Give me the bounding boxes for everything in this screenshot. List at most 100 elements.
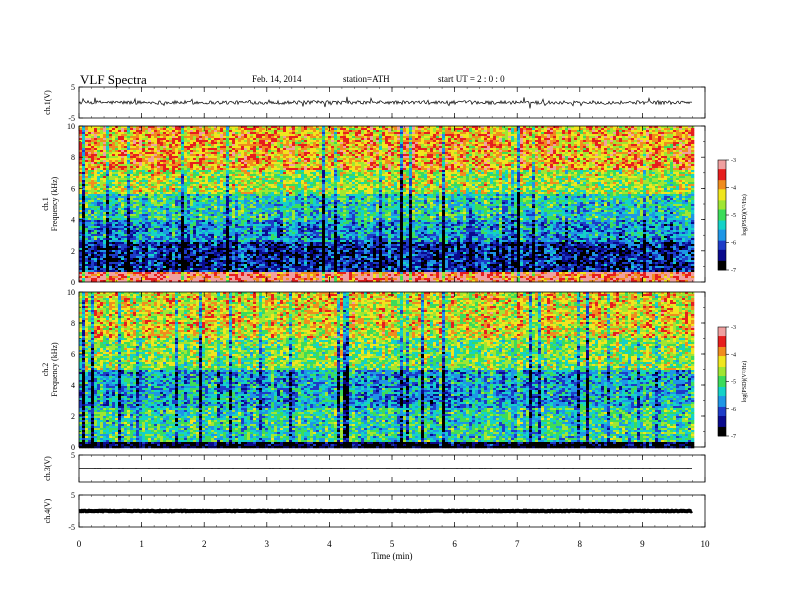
psd-cell — [136, 246, 139, 248]
psd-cell — [139, 268, 142, 270]
psd-cell — [124, 196, 127, 198]
psd-cell — [79, 278, 82, 280]
psd-cell — [79, 138, 82, 140]
psd-cell — [148, 204, 151, 206]
psd-cell — [112, 256, 115, 258]
psd-cell — [238, 268, 241, 270]
psd-cell — [214, 178, 217, 180]
psd-cell — [145, 206, 148, 208]
psd-cell — [250, 274, 253, 276]
psd-cell — [253, 254, 256, 256]
psd-cell — [244, 138, 247, 140]
psd-cell — [205, 142, 208, 144]
psd-cell — [214, 274, 217, 276]
psd-cell — [106, 228, 109, 230]
psd-cell — [199, 190, 202, 192]
psd-cell — [172, 268, 175, 270]
psd-cell — [154, 130, 157, 132]
psd-cell — [82, 168, 85, 170]
psd-cell — [163, 188, 166, 190]
psd-cell — [253, 184, 256, 186]
psd-cell — [121, 216, 124, 218]
psd-cell — [232, 262, 235, 264]
psd-cell — [214, 268, 217, 270]
psd-cell — [196, 188, 199, 190]
psd-cell — [193, 150, 196, 152]
psd-cell — [169, 276, 172, 278]
psd-cell — [106, 128, 109, 130]
psd-cell — [253, 128, 256, 130]
psd-cell — [199, 138, 202, 140]
psd-cell — [172, 180, 175, 182]
psd-cell — [184, 156, 187, 158]
psd-cell — [226, 276, 229, 278]
psd-cell — [103, 132, 106, 134]
psd-cell — [100, 156, 103, 158]
psd-cell — [244, 156, 247, 158]
psd-cell — [247, 234, 250, 236]
psd-cell — [148, 228, 151, 230]
psd-cell — [262, 180, 265, 182]
psd-cell — [169, 206, 172, 208]
psd-cell — [151, 188, 154, 190]
psd-cell — [88, 238, 91, 240]
psd-cell — [193, 164, 196, 166]
psd-cell — [223, 186, 226, 188]
psd-cell — [202, 274, 205, 276]
psd-cell — [130, 130, 133, 132]
psd-cell — [88, 166, 91, 168]
psd-cell — [136, 178, 139, 180]
psd-cell — [256, 188, 259, 190]
psd-cell — [139, 196, 142, 198]
psd-cell — [214, 130, 217, 132]
psd-cell — [208, 212, 211, 214]
psd-cell — [139, 140, 142, 142]
psd-cell — [199, 204, 202, 206]
psd-cell — [256, 248, 259, 250]
psd-cell — [196, 204, 199, 206]
psd-cell — [127, 132, 130, 134]
psd-cell — [220, 244, 223, 246]
psd-cell — [91, 166, 94, 168]
psd-cell — [223, 276, 226, 278]
psd-cell — [103, 164, 106, 166]
psd-cell — [79, 184, 82, 186]
psd-cell — [103, 206, 106, 208]
psd-cell — [262, 152, 265, 154]
psd-cell — [97, 132, 100, 134]
psd-cell — [112, 128, 115, 130]
psd-cell — [175, 232, 178, 234]
psd-cell — [97, 142, 100, 144]
psd-cell — [193, 196, 196, 198]
psd-cell — [151, 278, 154, 280]
psd-cell — [163, 246, 166, 248]
psd-cell — [214, 278, 217, 280]
psd-cell — [193, 188, 196, 190]
psd-cell — [211, 184, 214, 186]
psd-cell — [169, 262, 172, 264]
psd-cell — [247, 250, 250, 252]
psd-cell — [196, 260, 199, 262]
psd-cell — [100, 232, 103, 234]
psd-cell — [121, 264, 124, 266]
psd-cell — [121, 270, 124, 272]
psd-cell — [223, 130, 226, 132]
psd-cell — [256, 128, 259, 130]
psd-cell — [118, 256, 121, 258]
psd-cell — [229, 148, 232, 150]
psd-cell — [250, 170, 253, 172]
psd-cell — [244, 130, 247, 132]
psd-cell — [184, 276, 187, 278]
psd-cell — [208, 184, 211, 186]
psd-cell — [133, 250, 136, 252]
psd-cell — [235, 148, 238, 150]
psd-cell — [103, 260, 106, 262]
psd-cell — [154, 236, 157, 238]
psd-cell — [184, 240, 187, 242]
psd-cell — [181, 188, 184, 190]
psd-cell — [136, 204, 139, 206]
psd-cell — [181, 156, 184, 158]
psd-cell — [97, 268, 100, 270]
psd-cell — [253, 274, 256, 276]
psd-cell — [160, 170, 163, 172]
